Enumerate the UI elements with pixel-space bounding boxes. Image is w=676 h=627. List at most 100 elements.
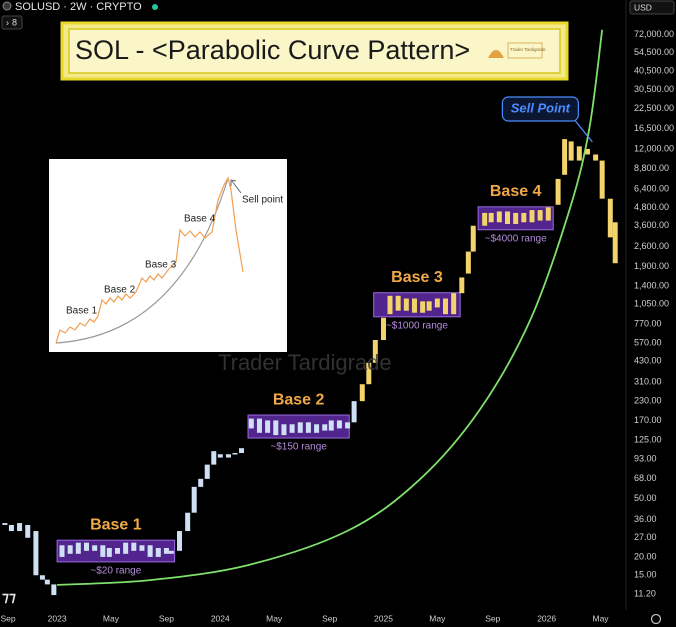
candle <box>177 531 183 551</box>
y-tick-label: 20.00 <box>634 551 657 561</box>
inset-box <box>49 159 287 352</box>
candle <box>225 454 231 458</box>
candle <box>25 524 31 538</box>
candle <box>426 301 432 311</box>
candle <box>599 160 605 199</box>
candle <box>217 454 223 458</box>
candle <box>297 422 303 433</box>
candle <box>359 384 365 402</box>
inset-price <box>55 176 244 344</box>
settings-icon[interactable] <box>650 613 662 625</box>
candle <box>545 207 551 221</box>
y-tick-label: 2,600.00 <box>634 241 669 251</box>
candle <box>131 542 137 551</box>
chart-title: SOL - <Parabolic Curve Pattern> <box>75 35 470 65</box>
inset-sell-label: Sell point <box>242 195 283 206</box>
x-tick-label: May <box>429 613 446 623</box>
y-tick-label: 1,900.00 <box>634 261 669 271</box>
candle <box>584 148 590 155</box>
candle <box>59 545 65 557</box>
y-tick-label: 570.00 <box>634 338 662 348</box>
candle <box>100 545 106 557</box>
y-tick-label: 1,400.00 <box>634 280 669 290</box>
candle <box>44 579 50 585</box>
candle <box>114 547 120 554</box>
candle <box>459 277 465 294</box>
range-label: ~$20 range <box>90 566 141 577</box>
candle <box>387 295 393 315</box>
y-tick-label: 8,800.00 <box>634 163 669 173</box>
candle <box>529 210 535 223</box>
candle <box>562 139 568 175</box>
y-tick-label: 72,000.00 <box>634 29 674 39</box>
candle <box>513 212 519 224</box>
sell-pointer <box>574 120 593 143</box>
candle <box>576 146 582 161</box>
x-tick-label: Sep <box>485 613 500 623</box>
candle <box>139 545 145 551</box>
y-tick-label: 170.00 <box>634 415 662 425</box>
candle <box>482 212 488 226</box>
candle <box>451 293 457 315</box>
x-tick-label: May <box>266 613 283 623</box>
candle <box>314 424 320 433</box>
y-tick-label: 770.00 <box>634 318 662 328</box>
candle <box>607 198 613 238</box>
candle <box>2 523 8 525</box>
y-tick-label: 16,500.00 <box>634 123 674 133</box>
x-tick-label: Sep <box>159 613 174 623</box>
parabolic-curve <box>57 29 604 586</box>
y-tick-label: 310.00 <box>634 376 662 386</box>
y-tick-label: 12,000.00 <box>634 143 674 153</box>
tv-logo[interactable]: ⁊⁊ <box>2 589 16 605</box>
x-axis: Sep 2023 May Sep 2024 May Sep 2025 May Sep 2026 May <box>0 613 609 623</box>
currency[interactable]: USD <box>634 2 652 12</box>
badge-box[interactable] <box>1 15 23 30</box>
logo-mark <box>488 50 504 58</box>
y-tick-label: 430.00 <box>634 356 662 366</box>
candle <box>83 542 89 551</box>
y-tick-label: 68.00 <box>634 473 657 483</box>
candle <box>505 211 511 224</box>
candle <box>434 298 440 308</box>
candle <box>366 362 372 385</box>
candle <box>336 420 342 429</box>
candle <box>232 453 238 455</box>
y-tick-label: 36.00 <box>634 514 657 524</box>
candle <box>537 210 543 221</box>
candle <box>380 317 386 340</box>
candle <box>92 545 98 551</box>
candle <box>168 550 174 554</box>
y-tick-label: 27.00 <box>634 532 657 542</box>
sell-label: Sell Point <box>511 100 571 115</box>
candle <box>322 424 328 431</box>
y-tick-label: 54,500.00 <box>634 47 674 57</box>
badge[interactable]: › <box>6 17 9 27</box>
sell-callout <box>501 96 579 122</box>
candle <box>305 422 311 433</box>
candle <box>555 178 561 205</box>
y-tick-label: 50.00 <box>634 493 657 503</box>
candle <box>67 545 73 554</box>
currency-box[interactable] <box>629 0 675 15</box>
candle <box>163 547 169 554</box>
candle <box>155 547 161 557</box>
y-tick-label: 230.00 <box>634 396 662 406</box>
candle <box>198 478 204 487</box>
candle <box>75 542 81 554</box>
candle <box>442 298 448 315</box>
x-tick-label: May <box>592 613 609 623</box>
y-tick-label: 1,050.00 <box>634 299 669 309</box>
candle <box>185 512 191 532</box>
candle <box>256 418 262 433</box>
badge-count[interactable]: 8 <box>12 17 17 27</box>
candle <box>281 424 287 436</box>
symbol-label[interactable]: SOLUSD · 2W · CRYPTO <box>15 1 142 13</box>
candle <box>248 418 254 429</box>
x-tick-label: May <box>103 613 120 623</box>
candle <box>351 401 357 423</box>
price-axis <box>626 0 676 627</box>
candle <box>345 422 351 429</box>
candle <box>273 420 279 436</box>
candle <box>411 298 417 313</box>
